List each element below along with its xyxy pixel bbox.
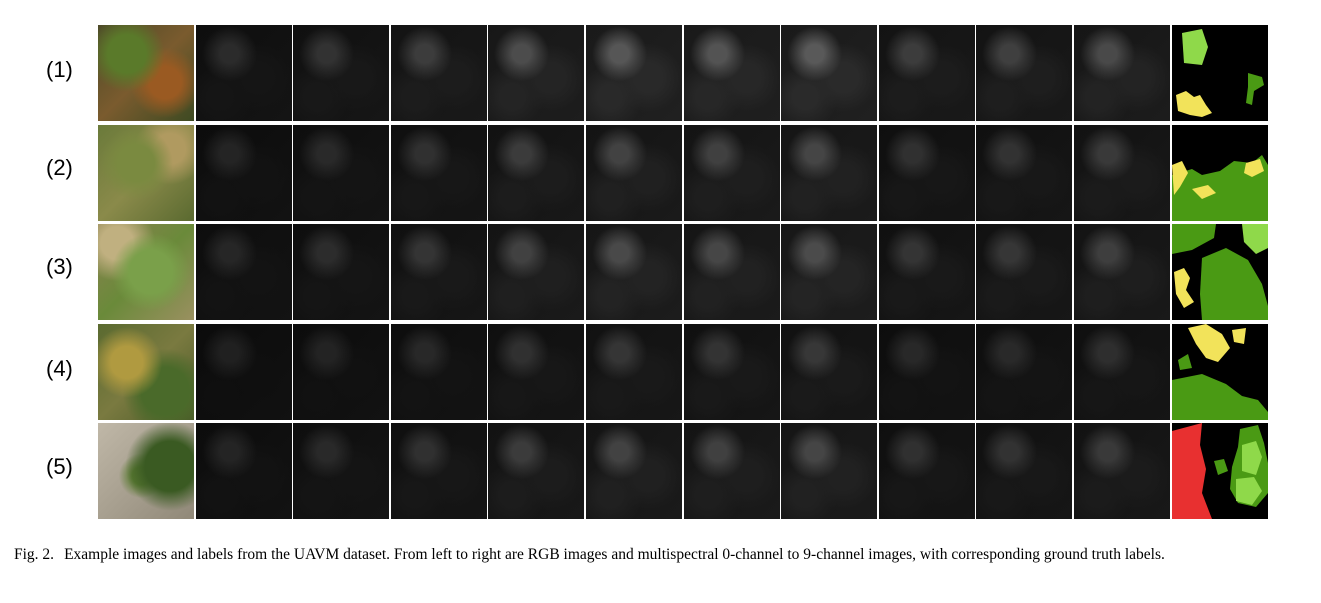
row-label-3: (3)	[46, 254, 73, 279]
multispectral-image	[683, 124, 780, 221]
rgb-image	[98, 25, 194, 121]
ground-truth-label	[1171, 323, 1268, 420]
multispectral-image	[293, 224, 390, 321]
multispectral-image	[1074, 423, 1170, 520]
rgb-image	[98, 224, 194, 321]
multispectral-image	[878, 423, 975, 520]
figure-number: Fig. 2.	[14, 546, 55, 563]
multispectral-image	[293, 124, 390, 221]
row-label-2: (2)	[46, 155, 73, 180]
multispectral-image	[390, 124, 487, 221]
multispectral-image	[390, 25, 487, 121]
multispectral-image	[781, 323, 878, 420]
rgb-image	[98, 323, 194, 420]
multispectral-image	[781, 224, 878, 321]
multispectral-image	[195, 224, 292, 321]
multispectral-image	[586, 224, 682, 321]
row-label-4: (4)	[46, 356, 73, 381]
multispectral-image	[781, 124, 878, 221]
multispectral-image	[1074, 124, 1170, 221]
multispectral-image	[683, 323, 780, 420]
multispectral-image	[878, 124, 975, 221]
multispectral-image	[781, 25, 878, 121]
multispectral-image	[1074, 25, 1170, 121]
multispectral-image	[195, 25, 292, 121]
multispectral-image	[390, 224, 487, 321]
rgb-image	[98, 423, 194, 520]
multispectral-image	[976, 423, 1073, 520]
multispectral-image	[683, 423, 780, 520]
multispectral-image	[1074, 224, 1170, 321]
rgb-image	[98, 124, 194, 221]
row-label-5: (5)	[46, 454, 73, 479]
multispectral-image	[488, 323, 585, 420]
caption-text: Example images and labels from the UAVM …	[64, 546, 1165, 563]
ground-truth-label	[1171, 124, 1268, 221]
multispectral-image	[781, 423, 878, 520]
multispectral-image	[488, 25, 585, 121]
multispectral-image	[976, 124, 1073, 221]
multispectral-image	[878, 25, 975, 121]
multispectral-image	[488, 423, 585, 520]
multispectral-image	[1074, 323, 1170, 420]
multispectral-image	[683, 224, 780, 321]
image-grid	[98, 25, 1270, 520]
multispectral-image	[976, 323, 1073, 420]
multispectral-image	[488, 224, 585, 321]
multispectral-image	[586, 25, 682, 121]
figure-caption: Fig. 2. Example images and labels from th…	[14, 544, 1304, 566]
multispectral-image	[293, 323, 390, 420]
multispectral-image	[586, 423, 682, 520]
multispectral-image	[488, 124, 585, 221]
ground-truth-label	[1171, 224, 1268, 321]
multispectral-image	[390, 323, 487, 420]
multispectral-image	[195, 423, 292, 520]
multispectral-image	[195, 124, 292, 221]
multispectral-image	[976, 25, 1073, 121]
multispectral-image	[390, 423, 487, 520]
multispectral-image	[586, 323, 682, 420]
multispectral-image	[293, 25, 390, 121]
row-label-1: (1)	[46, 57, 73, 82]
multispectral-image	[195, 323, 292, 420]
multispectral-image	[976, 224, 1073, 321]
multispectral-image	[293, 423, 390, 520]
ground-truth-label	[1171, 423, 1268, 520]
multispectral-image	[878, 323, 975, 420]
multispectral-image	[683, 25, 780, 121]
multispectral-image	[878, 224, 975, 321]
ground-truth-label	[1171, 25, 1268, 121]
multispectral-image	[586, 124, 682, 221]
